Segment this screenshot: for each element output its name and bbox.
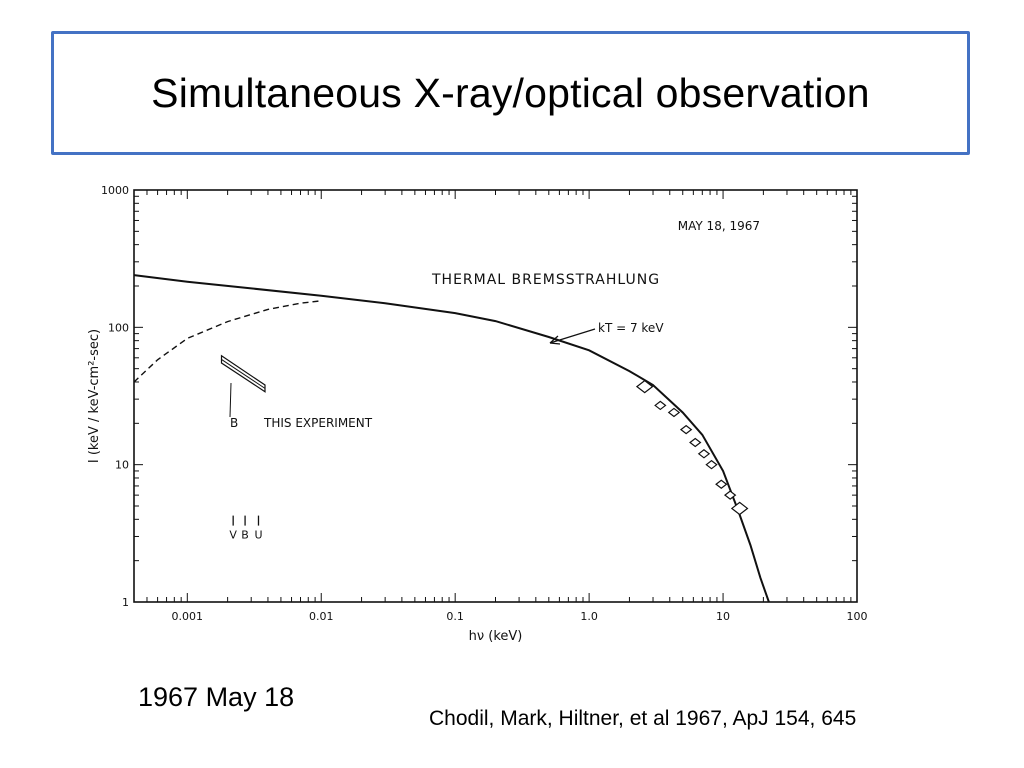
- xray-data-point: [697, 449, 711, 459]
- x-tick-label: 0.001: [172, 610, 204, 623]
- kt-pointer-arrowhead: [549, 335, 561, 345]
- date-annotation: MAY 18, 1967: [678, 219, 760, 233]
- dashed-curve: [133, 300, 322, 383]
- optical-band-label: V: [229, 529, 237, 542]
- optical-band-midline: [221, 359, 266, 389]
- experiment-label: THIS EXPERIMENT: [263, 416, 373, 430]
- x-tick-label: 0.1: [446, 610, 464, 623]
- xray-data-point: [635, 379, 654, 394]
- x-tick-label: 10: [716, 610, 730, 623]
- experiment-leader-line: [229, 382, 232, 418]
- model-annotation: THERMAL BREMSSTRAHLUNG: [431, 272, 660, 288]
- thermal-bremsstrahlung-curve: [133, 274, 770, 603]
- title-box: Simultaneous X-ray/optical observation: [51, 31, 970, 155]
- kt-annotation: kT = 7 keV: [598, 321, 664, 335]
- x-tick-label: 100: [847, 610, 868, 623]
- y-tick-label: 1000: [101, 184, 129, 197]
- xray-data-point: [689, 437, 702, 448]
- x-axis-label: hν (keV): [469, 629, 523, 644]
- x-tick-label: 1.0: [580, 610, 598, 623]
- y-tick-label: 10: [115, 459, 129, 472]
- kt-pointer-line: [549, 328, 596, 344]
- xray-data-point: [654, 400, 667, 411]
- xray-data-point: [667, 407, 681, 418]
- y-axis-label: I (keV / keV-cm²-sec): [87, 329, 102, 463]
- x-tick-label: 0.01: [309, 610, 334, 623]
- date-caption: 1967 May 18: [138, 682, 295, 712]
- xray-data-point: [723, 490, 737, 500]
- optical-band-label: U: [254, 529, 262, 542]
- optical-band-label: B: [241, 529, 249, 542]
- y-tick-label: 100: [108, 321, 129, 334]
- xray-data-point: [715, 479, 728, 490]
- reference-caption: Chodil, Mark, Hiltner, et al 1967, ApJ 1…: [429, 707, 857, 730]
- optical-band-box: [220, 354, 266, 393]
- y-tick-label: 1: [122, 596, 129, 609]
- xray-data-point: [705, 459, 718, 470]
- slide-title: Simultaneous X-ray/optical observation: [151, 69, 870, 116]
- plot-frame: [133, 189, 858, 603]
- xray-data-point: [730, 501, 749, 516]
- xray-data-point: [679, 424, 693, 435]
- experiment-marker: B: [230, 416, 238, 430]
